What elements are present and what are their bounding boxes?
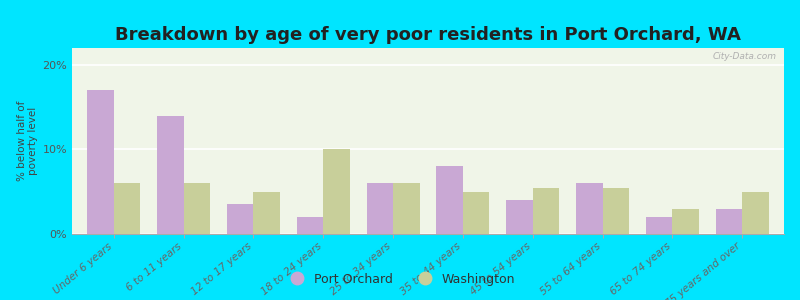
Bar xyxy=(87,90,114,234)
Bar xyxy=(646,217,672,234)
Bar xyxy=(184,183,210,234)
Bar xyxy=(436,167,463,234)
Bar xyxy=(323,149,350,234)
Bar xyxy=(576,183,602,234)
Bar xyxy=(463,192,490,234)
Text: City-Data.com: City-Data.com xyxy=(713,52,777,61)
Bar xyxy=(672,208,699,234)
Bar xyxy=(393,183,420,234)
Bar xyxy=(254,192,280,234)
Y-axis label: % below half of
poverty level: % below half of poverty level xyxy=(17,101,38,181)
Bar xyxy=(227,204,254,234)
Legend: Port Orchard, Washington: Port Orchard, Washington xyxy=(279,268,521,291)
Bar xyxy=(742,192,769,234)
Bar xyxy=(533,188,559,234)
Bar xyxy=(506,200,533,234)
Bar xyxy=(157,116,184,234)
Bar xyxy=(297,217,323,234)
Bar xyxy=(366,183,393,234)
Bar xyxy=(602,188,629,234)
Bar xyxy=(114,183,141,234)
Title: Breakdown by age of very poor residents in Port Orchard, WA: Breakdown by age of very poor residents … xyxy=(115,26,741,44)
Bar xyxy=(715,208,742,234)
